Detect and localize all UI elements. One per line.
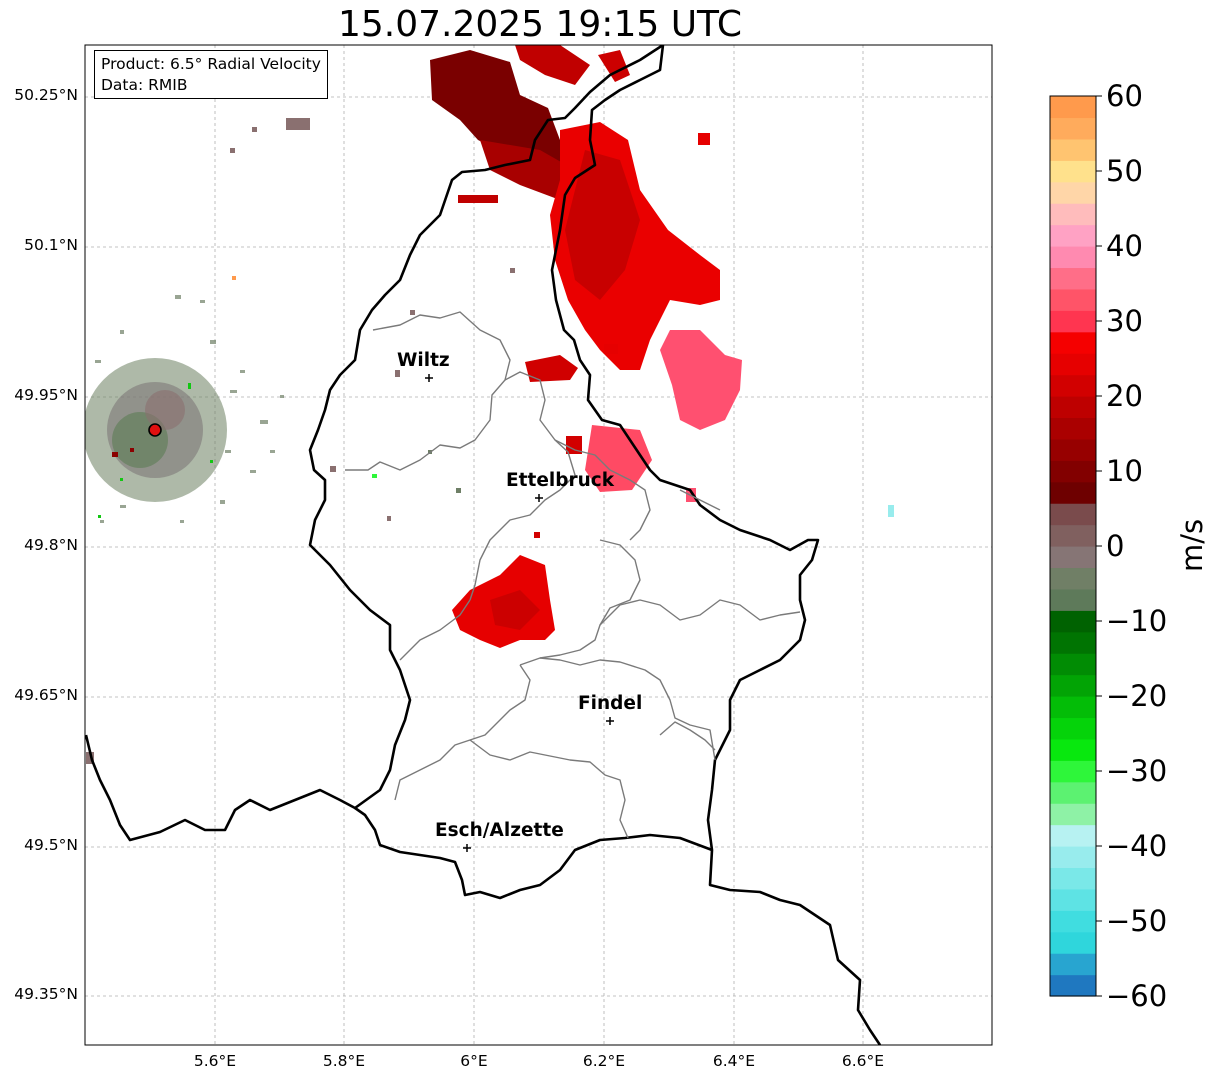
colorbar-tick-label: 40 <box>1106 229 1143 263</box>
lon-tick-label: 6°E <box>460 1052 488 1070</box>
colorbar-segment <box>1050 696 1096 719</box>
colorbar-tick-label: −60 <box>1106 979 1168 1013</box>
lon-tick-label: 5.8°E <box>322 1052 366 1070</box>
colorbar-segment <box>1050 438 1096 461</box>
colorbar-segment <box>1050 888 1096 911</box>
colorbar-tick-label: −30 <box>1106 754 1168 788</box>
lat-tick-label: 49.5°N <box>24 836 78 854</box>
map-title: 15.07.2025 19:15 UTC <box>337 4 743 45</box>
colorbar-segment <box>1050 460 1096 483</box>
colorbar-unit-label: m/s <box>1175 518 1207 572</box>
lon-tick-label: 6.6°E <box>841 1052 885 1070</box>
colorbar-tick-label: 60 <box>1106 79 1143 113</box>
colorbar-segment <box>1050 567 1096 590</box>
colorbar <box>1050 96 1096 997</box>
radar-near-field <box>85 295 284 523</box>
colorbar-segment <box>1050 374 1096 397</box>
colorbar-segment <box>1050 503 1096 526</box>
map-frame <box>84 44 993 1046</box>
colorbar-tick-marks <box>1096 95 1102 997</box>
colorbar-segment <box>1050 717 1096 740</box>
colorbar-segment <box>1050 267 1096 290</box>
colorbar-segment <box>1050 953 1096 976</box>
colorbar-segment <box>1050 117 1096 140</box>
colorbar-tick-label: −20 <box>1106 679 1168 713</box>
colorbar-segment <box>1050 331 1096 354</box>
data-source-label: Data: RMIB <box>101 76 188 94</box>
canton-borders <box>345 311 801 839</box>
radar-site-marker <box>148 423 162 437</box>
colorbar-segment <box>1050 96 1096 119</box>
city-label-findel: Findel <box>578 693 643 714</box>
colorbar-segment <box>1050 846 1096 869</box>
lon-tick-label: 5.6°E <box>193 1052 237 1070</box>
colorbar-tick-label: −50 <box>1106 904 1168 938</box>
product-info-box: Product: 6.5° Radial Velocity Data: RMIB <box>94 50 328 99</box>
colorbar-segment <box>1050 931 1096 954</box>
colorbar-segment <box>1050 396 1096 419</box>
city-markers <box>425 374 614 852</box>
colorbar-tick-label: −10 <box>1106 604 1168 638</box>
colorbar-segment <box>1050 524 1096 547</box>
colorbar-segment <box>1050 824 1096 847</box>
colorbar-segment <box>1050 760 1096 783</box>
colorbar-segment <box>1050 631 1096 654</box>
colorbar-segment <box>1050 160 1096 183</box>
colorbar-segment <box>1050 310 1096 333</box>
map-background <box>85 45 992 1045</box>
velocity-cell-central <box>452 532 555 648</box>
colorbar-segment <box>1050 546 1096 569</box>
colorbar-segment <box>1050 353 1096 376</box>
lon-tick-label: 6.4°E <box>712 1052 756 1070</box>
colorbar-segment <box>1050 803 1096 826</box>
lat-tick-label: 49.8°N <box>24 536 78 554</box>
colorbar-tick-label: 0 <box>1106 529 1125 563</box>
colorbar-segment <box>1050 867 1096 890</box>
colorbar-segment <box>1050 246 1096 269</box>
velocity-cell-east <box>525 122 742 502</box>
colorbar-tick-label: 30 <box>1106 304 1143 338</box>
colorbar-segment <box>1050 674 1096 697</box>
colorbar-segment <box>1050 417 1096 440</box>
colorbar-segment <box>1050 588 1096 611</box>
lat-tick-label: 49.35°N <box>14 985 78 1003</box>
city-label-esch-alzette: Esch/Alzette <box>435 820 564 841</box>
colorbar-tick-label: 10 <box>1106 454 1143 488</box>
colorbar-segment <box>1050 653 1096 676</box>
colorbar-segment <box>1050 481 1096 504</box>
colorbar-segment <box>1050 738 1096 761</box>
lat-tick-label: 49.65°N <box>14 686 78 704</box>
product-label: Product: 6.5° Radial Velocity <box>101 55 321 73</box>
city-label-wiltz: Wiltz <box>397 350 450 371</box>
colorbar-segment <box>1050 781 1096 804</box>
colorbar-segment <box>1050 974 1096 997</box>
lat-tick-label: 49.95°N <box>14 386 78 404</box>
city-label-ettelbruck: Ettelbruck <box>506 470 615 491</box>
colorbar-segment <box>1050 288 1096 311</box>
lon-tick-label: 6.2°E <box>582 1052 626 1070</box>
lat-tick-label: 50.1°N <box>24 236 78 254</box>
colorbar-segment <box>1050 203 1096 226</box>
colorbar-segment <box>1050 181 1096 204</box>
colorbar-tick-label: 50 <box>1106 154 1143 188</box>
colorbar-segment <box>1050 138 1096 161</box>
scattered-echoes <box>86 118 894 764</box>
colorbar-segment <box>1050 224 1096 247</box>
country-borders <box>85 45 882 1045</box>
lat-tick-label: 50.25°N <box>14 86 78 104</box>
colorbar-segment <box>1050 610 1096 633</box>
colorbar-tick-label: −40 <box>1106 829 1168 863</box>
colorbar-tick-label: 20 <box>1106 379 1143 413</box>
colorbar-segment <box>1050 910 1096 933</box>
